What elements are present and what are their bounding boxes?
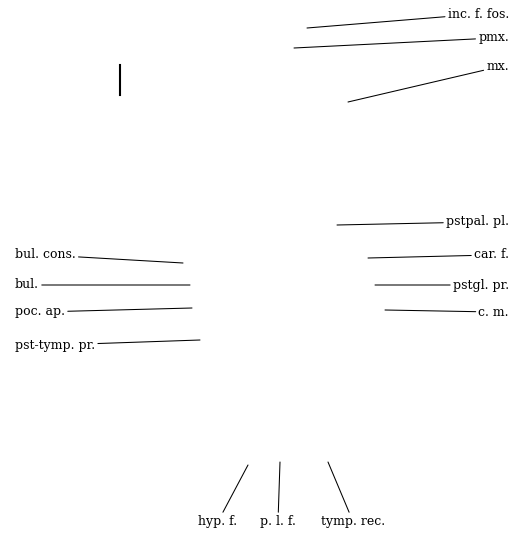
Text: mx.: mx. bbox=[348, 61, 509, 102]
Text: p. l. f.: p. l. f. bbox=[260, 462, 296, 528]
Text: pmx.: pmx. bbox=[294, 31, 509, 48]
Text: hyp. f.: hyp. f. bbox=[199, 465, 248, 528]
Text: inc. f. fos.: inc. f. fos. bbox=[307, 7, 509, 28]
Text: poc. ap.: poc. ap. bbox=[15, 305, 192, 319]
Text: pst-tymp. pr.: pst-tymp. pr. bbox=[15, 338, 200, 351]
Text: pstpal. pl.: pstpal. pl. bbox=[337, 215, 509, 229]
Text: c. m.: c. m. bbox=[385, 305, 509, 319]
Text: pstgl. pr.: pstgl. pr. bbox=[375, 279, 509, 292]
Text: tymp. rec.: tymp. rec. bbox=[321, 462, 385, 528]
Text: bul.: bul. bbox=[15, 279, 190, 292]
Text: car. f.: car. f. bbox=[368, 248, 509, 262]
Text: bul. cons.: bul. cons. bbox=[15, 248, 183, 263]
